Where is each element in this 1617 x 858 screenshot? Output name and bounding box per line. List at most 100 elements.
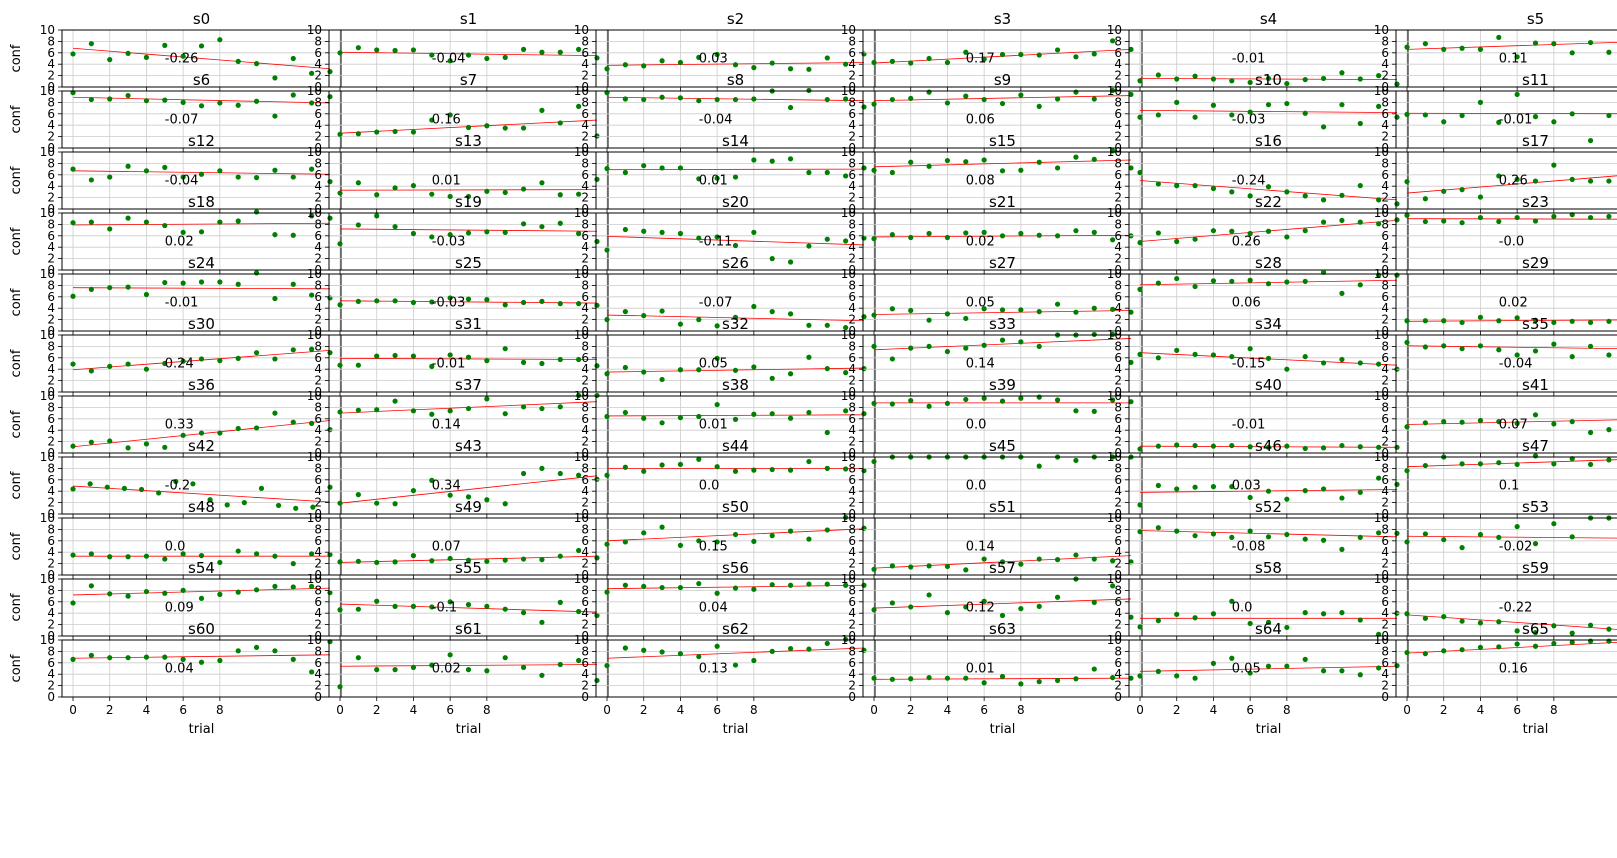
- x-tick-label: 8: [1017, 703, 1025, 717]
- data-point: [392, 501, 398, 507]
- slope-label: 0.01: [699, 174, 728, 189]
- data-point: [235, 281, 241, 287]
- data-point: [465, 602, 472, 608]
- data-point: [327, 551, 333, 558]
- data-point: [1569, 354, 1575, 360]
- data-point: [107, 554, 113, 560]
- data-point: [1606, 178, 1612, 184]
- data-point: [1110, 87, 1116, 94]
- data-point: [447, 352, 453, 358]
- y-tick-label: 6: [314, 229, 322, 243]
- data-point: [143, 291, 150, 298]
- y-tick-label: 0: [1114, 690, 1122, 704]
- data-point: [999, 559, 1006, 565]
- slope-label: 0.24: [165, 357, 194, 372]
- y-tick-label: 4: [581, 362, 589, 376]
- data-point: [1073, 408, 1079, 414]
- data-point: [1192, 615, 1198, 621]
- y-tick-label: 8: [1114, 217, 1122, 231]
- subplot-title: s64: [1255, 620, 1282, 638]
- data-point: [576, 191, 582, 197]
- data-point: [861, 468, 867, 474]
- data-point: [355, 362, 361, 368]
- subplot-title: s53: [1522, 498, 1549, 516]
- slope-label: 0.16: [432, 113, 461, 128]
- data-point: [659, 524, 665, 530]
- y-tick-label: 10: [1107, 84, 1122, 98]
- data-point: [1110, 583, 1116, 589]
- subplot-title: s52: [1255, 498, 1282, 516]
- data-point: [337, 362, 343, 368]
- data-point: [1394, 272, 1400, 278]
- data-point: [714, 590, 720, 596]
- y-tick-label: 10: [40, 328, 55, 342]
- data-point: [392, 352, 398, 359]
- y-tick-label: 4: [1114, 545, 1122, 559]
- data-point: [769, 158, 775, 164]
- data-point: [1376, 103, 1382, 109]
- data-point: [1174, 238, 1180, 245]
- data-point: [769, 60, 775, 66]
- y-tick-label: 2: [848, 557, 856, 571]
- data-point: [1137, 240, 1143, 246]
- data-point: [1174, 99, 1180, 105]
- data-point: [981, 56, 987, 62]
- data-point: [374, 192, 380, 198]
- data-point: [337, 500, 343, 506]
- data-point: [1477, 531, 1484, 538]
- trend-line: [73, 587, 330, 596]
- data-point: [1128, 165, 1134, 171]
- slope-label: -0.03: [432, 235, 466, 250]
- data-point: [871, 400, 877, 407]
- data-point: [981, 680, 987, 686]
- y-tick-label: 10: [841, 572, 856, 586]
- slope-label: 0.11: [1499, 52, 1528, 67]
- data-point: [484, 396, 490, 402]
- data-point: [1247, 79, 1253, 86]
- subplot-title: s41: [1522, 376, 1549, 394]
- data-point: [309, 583, 315, 590]
- y-tick-label: 2: [1114, 130, 1122, 144]
- subplot-title: s40: [1255, 376, 1282, 394]
- y-tick-label: 2: [47, 374, 55, 388]
- subplot-frame: [328, 639, 609, 698]
- data-point: [1265, 444, 1272, 450]
- data-point: [1496, 173, 1502, 179]
- data-point: [1128, 614, 1134, 620]
- data-point: [1339, 102, 1345, 108]
- data-point: [217, 168, 223, 174]
- y-tick-label: 10: [307, 23, 322, 37]
- data-point: [999, 51, 1006, 58]
- data-point: [576, 547, 582, 554]
- data-point: [180, 551, 186, 557]
- y-tick-label: 2: [581, 374, 589, 388]
- data-point: [502, 125, 508, 131]
- data-point: [484, 358, 490, 364]
- y-tick-label: 4: [1381, 606, 1389, 620]
- subplot-title: s44: [722, 437, 749, 455]
- trend-line: [72, 47, 331, 70]
- y-tick-label: 4: [47, 423, 55, 437]
- data-point: [1404, 424, 1410, 430]
- trend-line: [607, 168, 864, 171]
- data-point: [138, 486, 145, 493]
- data-point: [1514, 420, 1520, 426]
- subplot-title: s20: [722, 193, 749, 211]
- y-tick-label: 4: [47, 362, 55, 376]
- y-tick-label: 10: [574, 450, 589, 464]
- y-tick-label: 6: [1114, 46, 1122, 60]
- data-point: [908, 307, 914, 314]
- y-tick-label: 0: [1381, 80, 1389, 94]
- data-point: [125, 655, 131, 661]
- data-point: [889, 96, 895, 103]
- data-point: [337, 241, 343, 247]
- data-point: [889, 676, 895, 682]
- subplot-title: s27: [989, 254, 1016, 272]
- data-point: [1210, 228, 1217, 234]
- y-tick-label: 8: [848, 461, 856, 475]
- y-tick-label: 10: [40, 267, 55, 281]
